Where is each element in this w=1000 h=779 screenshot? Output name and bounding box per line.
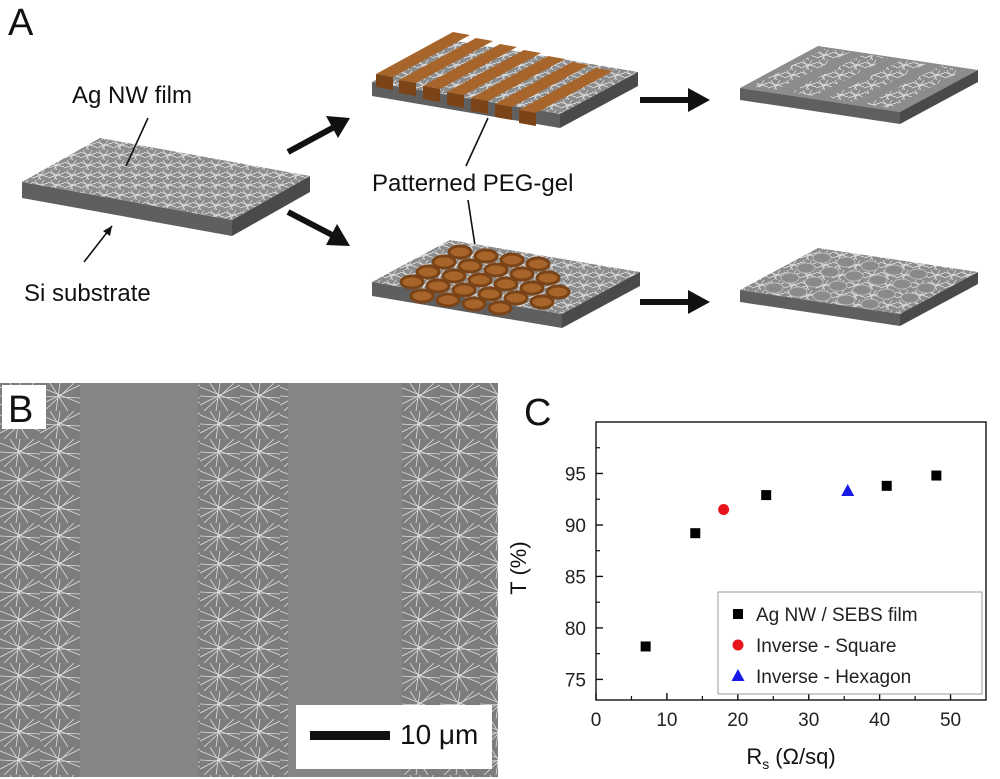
x-tick-label: 0 [591, 710, 602, 731]
arrow-right-bottom [640, 290, 710, 314]
x-tick-label: 40 [869, 710, 890, 731]
agnw-pointer [125, 117, 149, 167]
scatter-chart: 0 10 20 30 40 50 75 80 85 90 95 T (%) Rs (Ω/sq) Ag … [506, 421, 987, 772]
label-agnw-film: Ag NW film [72, 82, 192, 109]
peg-pointer-top [465, 117, 489, 167]
y-axis-label: T (%) [506, 541, 531, 594]
panel-c-letter: C [524, 392, 552, 434]
stripe-result-slab [740, 46, 978, 124]
panel-a-schematic: A [0, 0, 1000, 380]
initial-film-slab [22, 138, 310, 236]
dot-gel-slab [372, 240, 640, 328]
y-tick-label: 80 [565, 619, 586, 640]
label-si-substrate: Si substrate [24, 280, 151, 307]
data-point [841, 483, 855, 496]
panel-b-letter-box: B [2, 385, 46, 431]
data-point [881, 480, 892, 491]
panel-c-chart: C 0 10 20 30 40 50 75 80 85 90 95 T (%) Rs (Ω/sq) A… [500, 380, 1000, 779]
panel-b-sem-image: B 10 μm [0, 383, 498, 777]
data-point [690, 528, 701, 539]
x-tick-label: 30 [798, 710, 819, 731]
legend-marker [732, 639, 744, 651]
peg-pointer-bottom [467, 199, 477, 253]
arrow-up-right [286, 116, 350, 155]
x-tick-label: 50 [940, 710, 961, 731]
panel-a-letter: A [8, 2, 34, 44]
plot-frame [595, 421, 987, 701]
panel-b-letter: B [8, 389, 34, 431]
label-patterned-peg-gel: Patterned PEG-gel [372, 170, 574, 197]
stripe-gel-slab [372, 32, 638, 128]
scale-bar-label: 10 μm [400, 719, 479, 750]
y-tick-label: 85 [565, 567, 586, 588]
y-tick-label: 90 [565, 516, 586, 537]
legend-label: Inverse - Hexagon [756, 667, 911, 688]
y-tick-label: 75 [565, 670, 586, 691]
legend-label: Inverse - Square [756, 636, 896, 657]
x-tick-label: 10 [656, 710, 677, 731]
arrow-right-top [640, 88, 710, 112]
chart-legend: Ag NW / SEBS film Inverse - Square Inverse… [717, 591, 983, 695]
arrow-down-right [286, 209, 350, 246]
panel-a-drawing [22, 32, 978, 328]
data-point [931, 470, 942, 481]
x-tick-label: 20 [727, 710, 748, 731]
data-point [761, 490, 772, 501]
y-tick-label: 95 [565, 464, 586, 485]
legend-marker [731, 669, 745, 681]
legend-marker [733, 609, 743, 619]
scale-bar-line [310, 731, 390, 740]
data-point [640, 641, 651, 652]
legend-label: Ag NW / SEBS film [756, 605, 918, 626]
scale-bar: 10 μm [296, 705, 492, 769]
hole-result-slab [740, 248, 978, 326]
data-point [718, 504, 730, 516]
x-axis-label: Rs (Ω/sq) [746, 744, 835, 772]
